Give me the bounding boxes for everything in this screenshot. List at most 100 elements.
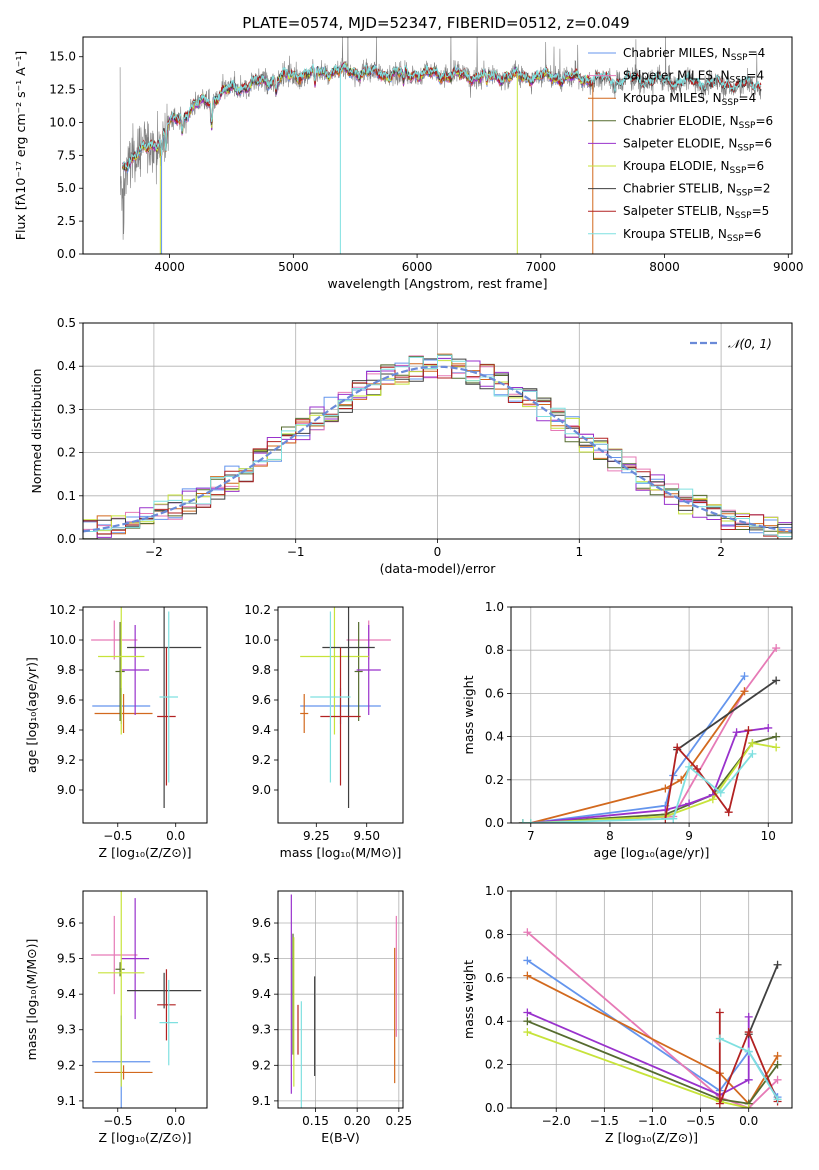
weight-marker [740, 672, 749, 681]
x-tick-label: 9.50 [353, 829, 380, 843]
y-axis-label: mass weight [461, 675, 476, 754]
weight-series-line [522, 690, 746, 823]
weight-marker [526, 819, 535, 823]
y-tick-label: 5.0 [57, 181, 76, 195]
axes-frame [277, 890, 404, 1109]
weight-marker [772, 644, 781, 653]
weight-marker [764, 723, 773, 732]
x-axis-label: age [log₁₀(age/yr)] [594, 845, 710, 860]
x-tick-label: 2 [717, 545, 725, 559]
weight-marker [716, 788, 725, 797]
y-tick-label: 0.0 [57, 532, 76, 546]
weight-marker [773, 1051, 782, 1060]
x-tick-label: −2 [145, 545, 163, 559]
y-axis-label: mass [log₁₀(M/M⊙)] [24, 939, 39, 1061]
x-tick-label: −1.0 [638, 1114, 667, 1128]
axes-frame [510, 606, 793, 824]
y-tick-label: 10.0 [244, 633, 271, 647]
y-tick-label: 9.5 [252, 952, 271, 966]
legend-label: 𝒩(0, 1) [728, 337, 772, 351]
y-tick-label: 0.2 [57, 446, 76, 460]
y-axis-label: Normed distribution [29, 369, 44, 494]
y-tick-label: 9.0 [57, 783, 76, 797]
axes-frame [82, 890, 208, 1109]
plot-area [300, 607, 391, 808]
x-tick-label: −2.0 [542, 1114, 571, 1128]
weight-marker [685, 799, 694, 808]
weight-marker [677, 775, 686, 784]
y-tick-label: 0.2 [485, 773, 504, 787]
y-tick-label: 10.2 [49, 603, 76, 617]
model-spectrum [122, 62, 591, 172]
x-axis-label: (data-model)/error [380, 561, 497, 576]
weight-series-line [522, 753, 754, 823]
y-tick-label: 1.0 [485, 600, 504, 614]
x-axis-label: Z [log₁₀(Z/Z⊙)] [99, 1130, 192, 1145]
y-tick-label: 10.0 [49, 115, 76, 129]
weight-marker [744, 726, 753, 735]
plot-area [91, 891, 202, 1108]
y-tick-label: 1.0 [485, 884, 504, 898]
x-tick-label: 7000 [526, 260, 557, 274]
y-tick-label: 9.4 [57, 723, 76, 737]
weight-marker [523, 971, 532, 980]
legend-label: Salpeter STELIB, NSSP=5 [623, 204, 769, 221]
weight-marker [523, 1017, 532, 1026]
weight-marker [744, 1028, 753, 1037]
plot-area [518, 644, 781, 823]
legend-label: Kroupa ELODIE, NSSP=6 [623, 159, 764, 176]
plot-age-vs-mass: 9.25 9.50 9.0 9.2 9.4 9.6 9.8 10.0 10.2 mass [log… [244, 603, 404, 860]
y-tick-label: 0.4 [485, 730, 504, 744]
y-tick-label: 9.2 [57, 1058, 76, 1072]
x-tick-label: 0 [434, 545, 442, 559]
y-tick-label: 9.6 [57, 916, 76, 930]
legend-label: Kroupa STELIB, NSSP=6 [623, 227, 761, 244]
model-spectrum [122, 62, 762, 170]
weight-series-line [527, 1020, 779, 1105]
plot-area [119, 37, 762, 254]
weight-marker [744, 1104, 753, 1108]
y-tick-label: 0.2 [485, 1058, 504, 1072]
axes-frame [82, 36, 793, 255]
weight-marker [715, 1008, 724, 1017]
plot-area [523, 928, 782, 1108]
x-axis-label: wavelength [Angstrom, rest frame] [327, 276, 547, 291]
y-tick-label: 9.6 [57, 693, 76, 707]
y-tick-label: 0.4 [57, 359, 76, 373]
weight-series-line [676, 679, 777, 751]
legend-label: Salpeter ELODIE, NSSP=6 [623, 136, 772, 153]
weight-marker [724, 808, 733, 817]
y-tick-label: 0.6 [485, 686, 504, 700]
weight-marker [715, 1099, 724, 1108]
x-tick-label: 4000 [154, 260, 185, 274]
weight-marker [740, 687, 749, 696]
y-tick-label: 0.8 [485, 927, 504, 941]
x-tick-label: 9.25 [303, 829, 330, 843]
y-tick-label: 0.0 [485, 816, 504, 830]
weight-marker [685, 762, 694, 771]
x-axis-label: mass [log₁₀(M/M⊙)] [280, 845, 402, 860]
legend-label: Chabrier MILES, NSSP=4 [623, 46, 765, 63]
y-tick-label: 9.8 [57, 663, 76, 677]
x-tick-label: 9 [685, 829, 693, 843]
weight-marker [744, 1047, 753, 1056]
y-tick-label: 9.5 [57, 952, 76, 966]
legend-label: Chabrier STELIB, NSSP=2 [623, 182, 771, 199]
histogram-series [83, 363, 792, 539]
legend-normal: 𝒩(0, 1) [690, 337, 772, 351]
x-tick-label: −0.5 [686, 1114, 715, 1128]
y-tick-label: 0.6 [485, 971, 504, 985]
y-axis-label: Flux [fλ10⁻¹⁷ erg cm⁻² s⁻¹ A⁻¹] [13, 51, 28, 240]
weight-series-line [522, 742, 777, 823]
weight-series-line [747, 964, 779, 1035]
weight-marker [772, 676, 781, 685]
x-tick-label: 0.15 [302, 1114, 329, 1128]
y-tick-label: 9.1 [57, 1094, 76, 1108]
legend-label: Chabrier ELODIE, NSSP=6 [623, 114, 773, 131]
x-tick-label: 0.0 [166, 829, 185, 843]
x-tick-label: −1 [287, 545, 305, 559]
plot-residuals: −2 −1 0 1 2 0.0 0.1 0.2 0.3 0.4 0.5 (data-model)/er… [29, 316, 793, 576]
y-tick-label: 10.2 [244, 603, 271, 617]
y-tick-label: 15.0 [49, 50, 76, 64]
